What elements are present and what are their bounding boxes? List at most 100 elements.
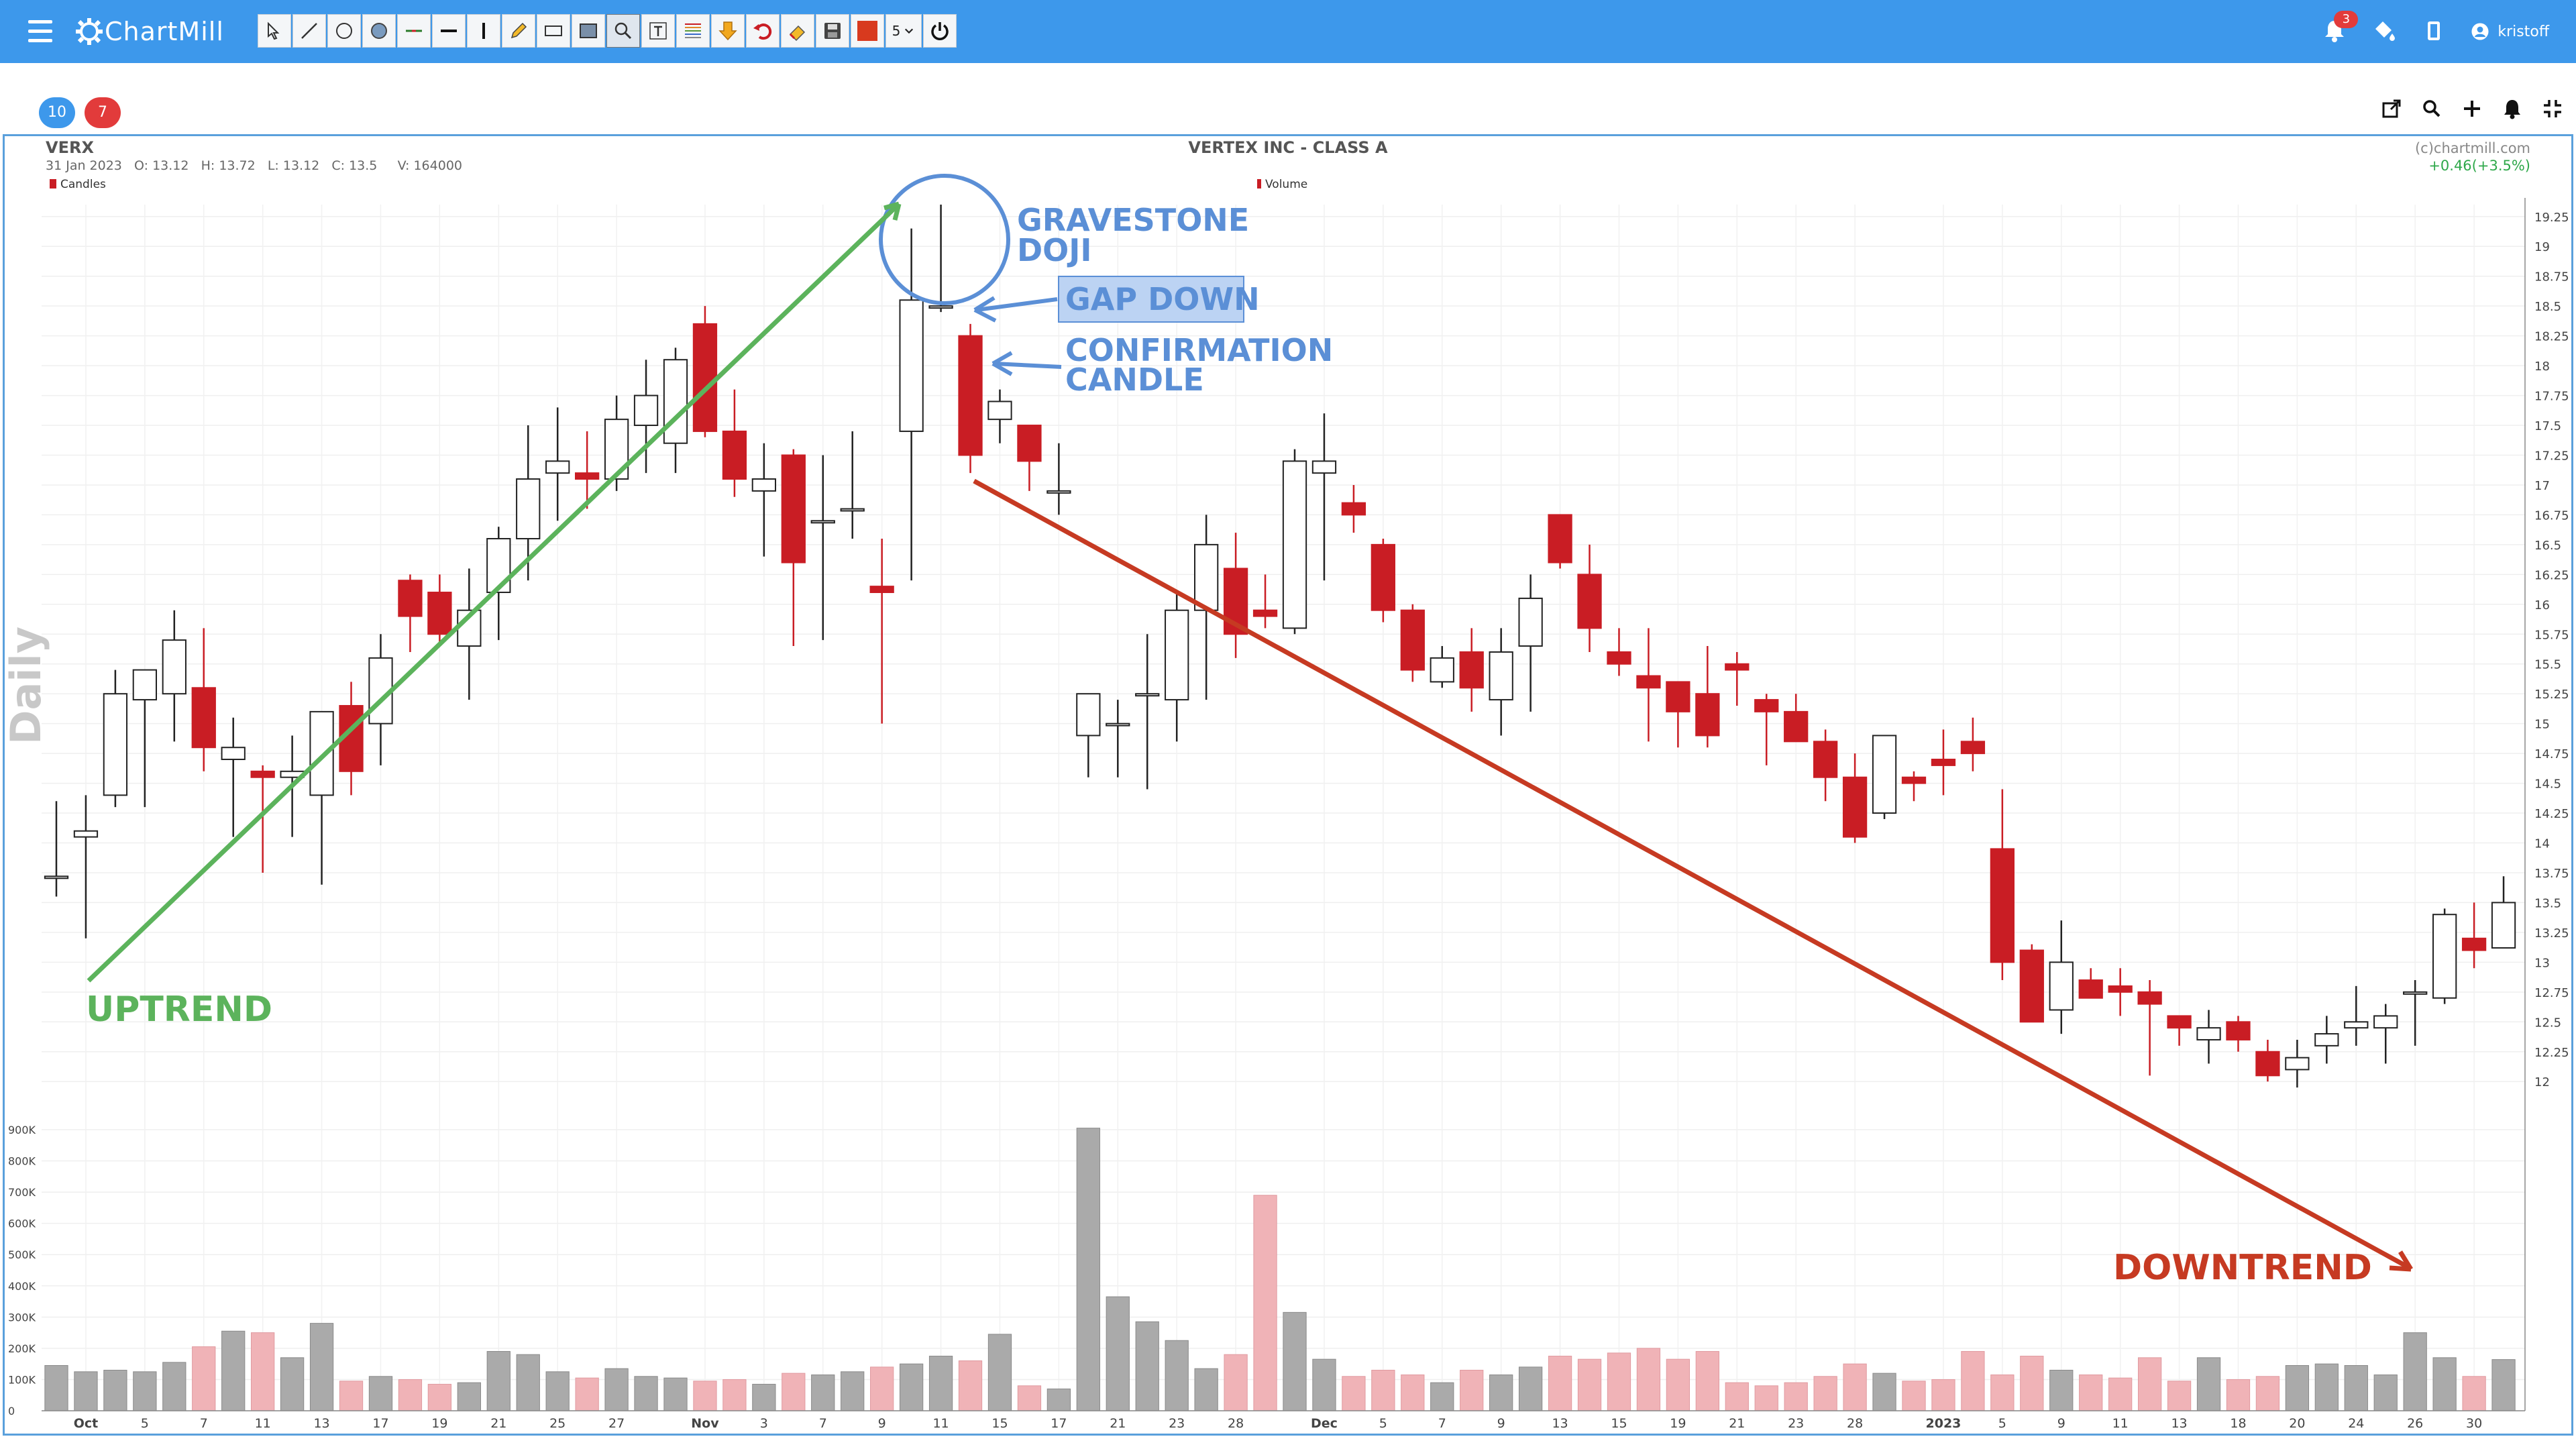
pencil-icon[interactable] <box>502 14 535 48</box>
volume-bar <box>221 1330 246 1411</box>
clipboard-button[interactable] <box>2421 17 2447 46</box>
candle-body <box>2285 1057 2310 1071</box>
candle-body <box>516 478 541 539</box>
erase-icon[interactable] <box>781 14 814 48</box>
external-link-icon[interactable] <box>2380 97 2403 120</box>
logo-text: ChartMill <box>105 17 224 46</box>
candle-body <box>1725 663 1750 671</box>
candle-body <box>1577 574 1602 629</box>
undo-icon[interactable] <box>746 14 780 48</box>
candle-body <box>2049 961 2074 1011</box>
candle-body <box>1371 543 1395 611</box>
price-tick-label: 17.75 <box>2534 390 2569 404</box>
volume-tick-label: 100K <box>8 1373 36 1386</box>
volume-tick-label: 0 <box>8 1405 15 1417</box>
menu-icon[interactable] <box>28 20 52 43</box>
blue-count-badge[interactable]: 10 <box>39 97 75 128</box>
date-tick-label: 28 <box>1847 1416 1863 1431</box>
volume-bar <box>44 1364 68 1411</box>
volume-bar <box>2137 1357 2162 1411</box>
candle-body <box>2167 1015 2192 1029</box>
candle-body <box>2137 991 2162 1005</box>
volume-bar <box>722 1379 747 1411</box>
volume-bar <box>575 1377 599 1411</box>
price-tick-label: 19.25 <box>2534 211 2569 225</box>
volume-bar <box>1401 1374 1425 1411</box>
candle-body <box>545 460 570 474</box>
volume-tick-label: 200K <box>8 1342 36 1355</box>
volume-bar <box>2491 1359 2516 1411</box>
horizontal-line-icon[interactable] <box>397 14 431 48</box>
volume-bar <box>1518 1366 1543 1411</box>
volume-bar <box>2108 1377 2133 1411</box>
candle-body <box>781 454 806 564</box>
candle-body <box>2344 1021 2369 1029</box>
candle-body <box>899 299 924 432</box>
candle-body <box>2019 949 2044 1023</box>
candle-body <box>1813 741 1838 778</box>
circle-icon[interactable] <box>327 14 361 48</box>
filled-rectangle-icon[interactable] <box>572 14 605 48</box>
hline-icon[interactable] <box>432 14 466 48</box>
volume-bar <box>2255 1376 2280 1411</box>
pointer-icon[interactable] <box>258 14 291 48</box>
filled-circle-icon[interactable] <box>362 14 396 48</box>
arrow-down-icon[interactable] <box>711 14 745 48</box>
gap-down-label: GAP DOWN <box>1065 281 1260 317</box>
candle-body <box>2255 1051 2280 1077</box>
volume-legend-swatch <box>1257 179 1261 189</box>
search-icon[interactable] <box>2420 97 2443 120</box>
date-tick-label: 26 <box>2407 1416 2423 1431</box>
volume-bar <box>1283 1311 1307 1411</box>
date-tick-label: 15 <box>1611 1416 1627 1431</box>
volume-bar <box>2049 1369 2074 1411</box>
text-icon[interactable] <box>641 14 675 48</box>
vertical-line-icon[interactable] <box>467 14 500 48</box>
volume-bar <box>2432 1357 2457 1411</box>
rectangle-icon[interactable] <box>537 14 570 48</box>
alert-bell-icon[interactable] <box>2501 97 2524 120</box>
fib-icon[interactable] <box>676 14 710 48</box>
notifications-button[interactable]: 3 <box>2322 11 2359 46</box>
volume-bar <box>1607 1352 1631 1411</box>
date-tick-label: 5 <box>1998 1416 2006 1431</box>
volume-bar <box>899 1363 924 1411</box>
price-tick-label: 15 <box>2534 718 2550 732</box>
top-navigation-bar: ChartMill 5 3 kristoff <box>0 0 2576 63</box>
candle-body <box>958 335 983 456</box>
save-icon[interactable] <box>816 14 849 48</box>
chartmill-logo[interactable]: ChartMill <box>74 15 224 48</box>
volume-bar <box>1106 1296 1130 1411</box>
candle-body <box>398 580 423 617</box>
line-icon[interactable] <box>292 14 326 48</box>
volume-bar <box>958 1360 983 1411</box>
gap-down-annotation: GAP DOWN <box>973 276 1260 323</box>
candle-body <box>575 472 600 480</box>
candle-body <box>1194 543 1219 611</box>
volume-bar <box>457 1382 481 1411</box>
candle-body <box>1106 722 1130 727</box>
candle-body <box>103 693 128 796</box>
candle-body <box>1341 502 1366 516</box>
collapse-icon[interactable] <box>2541 97 2564 120</box>
power-icon[interactable] <box>923 14 957 48</box>
color-icon[interactable] <box>851 14 884 48</box>
confirmation-candle-annotation: CONFIRMATION CANDLE <box>991 332 1333 398</box>
price-chart[interactable]: 19.25 19 18.75 18.5 18.25 18 17.75 17.5 17.25 17 1… <box>0 134 2576 1436</box>
paint-bucket-button[interactable] <box>2371 17 2397 46</box>
plus-icon[interactable] <box>2461 97 2483 120</box>
volume-bar <box>1695 1351 1719 1411</box>
user-menu[interactable]: kristoff <box>2471 22 2549 41</box>
width-select[interactable]: 5 <box>885 14 922 48</box>
downtrend-label: DOWNTREND <box>2113 1248 2372 1288</box>
red-count-badge[interactable]: 7 <box>85 97 121 128</box>
price-tick-label: 12 <box>2534 1075 2550 1089</box>
zoom-icon[interactable] <box>606 14 640 48</box>
candle-body <box>132 669 157 701</box>
price-tick-label: 13.5 <box>2534 896 2561 910</box>
candle-body <box>1252 609 1278 617</box>
gravestone-doji-annotation: GRAVESTONE DOJI <box>879 174 1249 305</box>
candle-body <box>1901 776 1927 784</box>
volume-tick-label: 300K <box>8 1311 36 1324</box>
date-tick-label: 11 <box>2112 1416 2129 1431</box>
